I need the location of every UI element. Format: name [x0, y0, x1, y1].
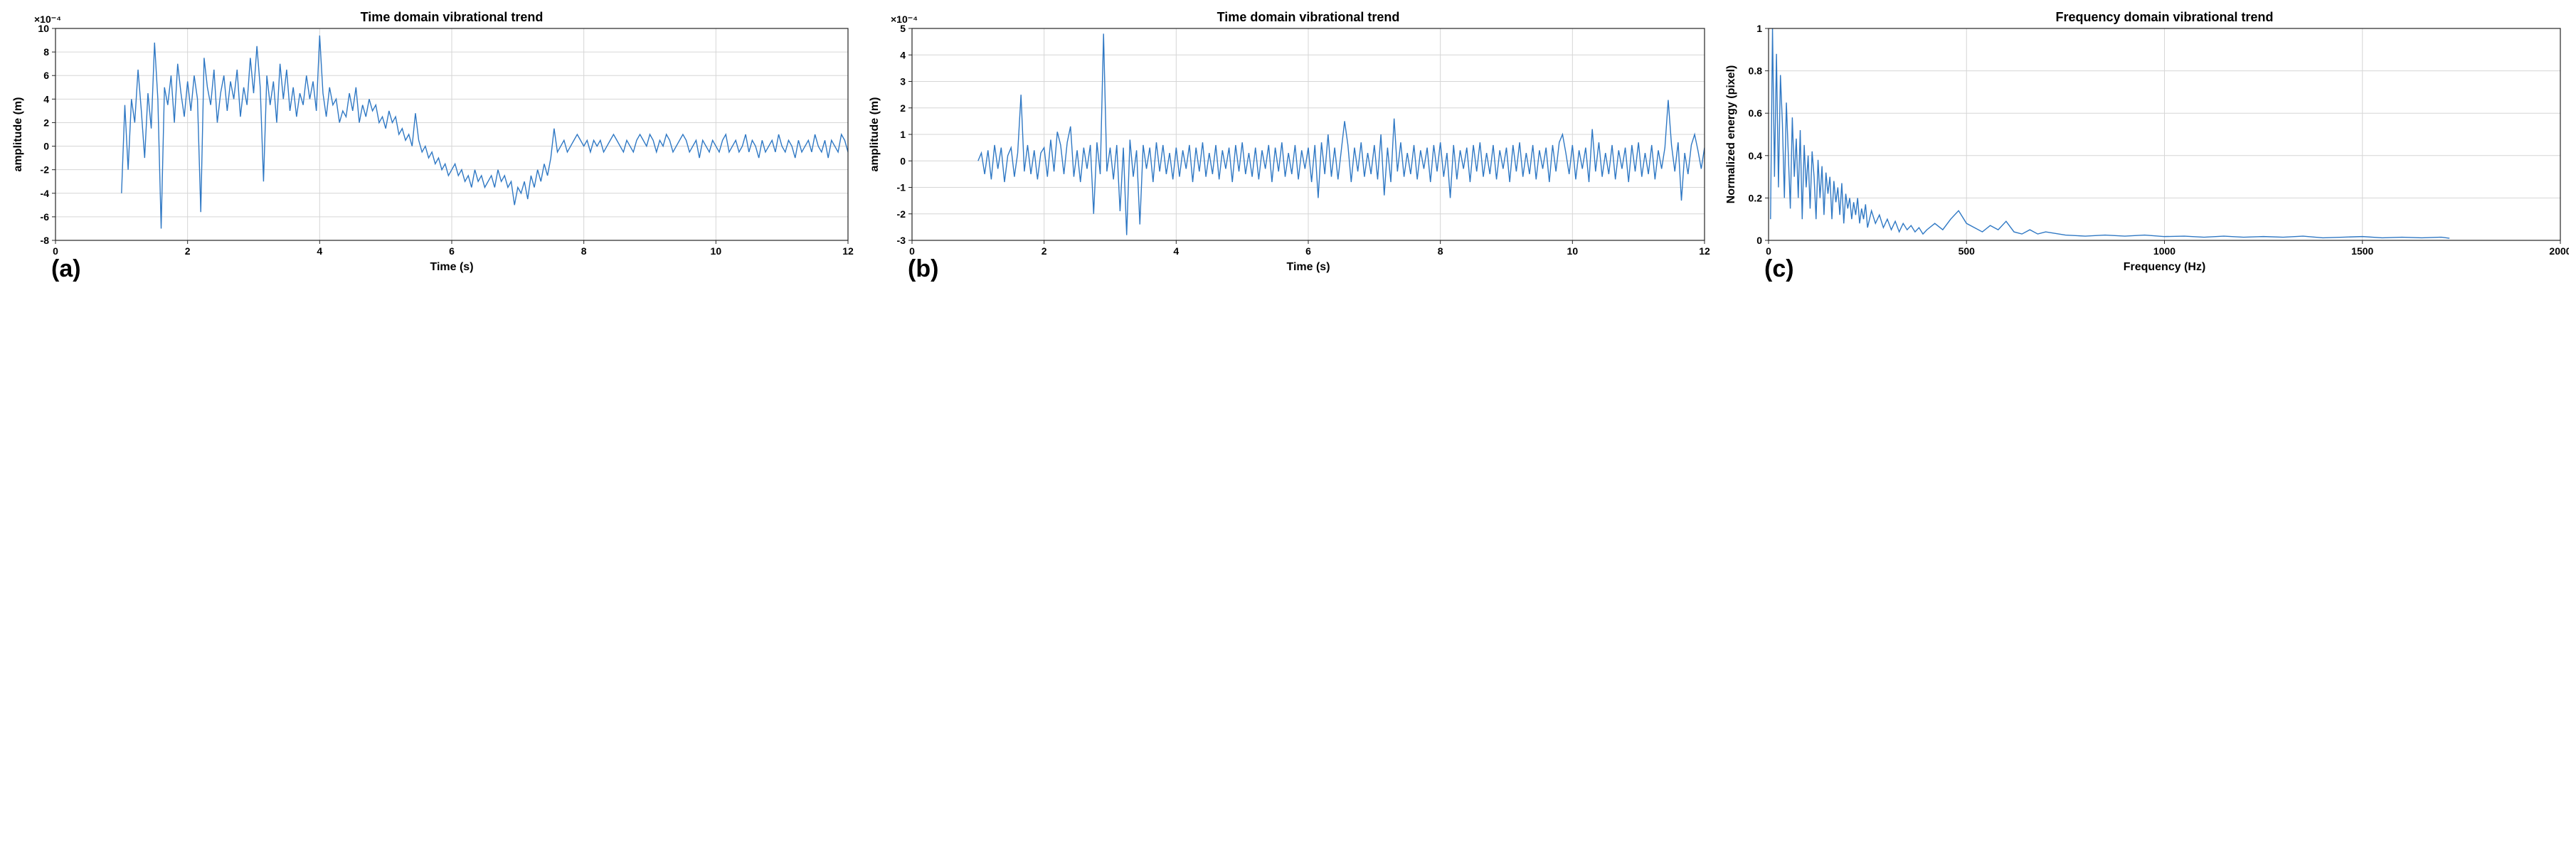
svg-text:Normalized energy (pixel): Normalized energy (pixel): [1725, 65, 1737, 204]
svg-text:×10⁻⁴: ×10⁻⁴: [34, 14, 61, 25]
svg-text:-8: -8: [41, 235, 50, 246]
svg-text:-1: -1: [897, 182, 906, 193]
svg-text:6: 6: [43, 70, 49, 81]
svg-text:3: 3: [900, 76, 906, 87]
svg-text:-2: -2: [41, 164, 50, 176]
svg-text:Frequency (Hz): Frequency (Hz): [2124, 261, 2206, 273]
svg-text:12: 12: [1699, 245, 1710, 257]
svg-text:4: 4: [317, 245, 322, 257]
svg-text:6: 6: [1305, 245, 1311, 257]
svg-text:Time domain vibrational trend: Time domain vibrational trend: [361, 10, 544, 24]
svg-text:0.2: 0.2: [1749, 192, 1763, 203]
svg-text:-3: -3: [897, 235, 906, 246]
svg-text:amplitude (m): amplitude (m): [12, 97, 24, 172]
svg-text:×10⁻⁴: ×10⁻⁴: [891, 14, 918, 25]
svg-text:6: 6: [449, 245, 455, 257]
chart-c: 0 500 1000 1500 2000 0 0.2 0.4 0.6 0.8 1 Frequency …: [1720, 7, 2569, 277]
svg-text:2: 2: [185, 245, 191, 257]
svg-text:0: 0: [43, 141, 49, 152]
svg-text:0: 0: [1766, 245, 1771, 257]
chart-panels: 024681012-8-6-4-20246810×10⁻⁴Time domain…: [7, 7, 2569, 277]
svg-text:0: 0: [53, 245, 58, 257]
svg-text:500: 500: [1958, 245, 1976, 257]
panel-c: 0 500 1000 1500 2000 0 0.2 0.4 0.6 0.8 1 Frequency …: [1720, 7, 2569, 277]
svg-text:-4: -4: [41, 188, 50, 199]
svg-text:amplitude (m): amplitude (m): [869, 97, 881, 172]
svg-text:-6: -6: [41, 211, 50, 223]
svg-text:1500: 1500: [2351, 245, 2373, 257]
panel-a: 024681012-8-6-4-20246810×10⁻⁴Time domain…: [7, 7, 857, 277]
svg-text:0.6: 0.6: [1749, 107, 1763, 119]
svg-text:0: 0: [1756, 235, 1762, 246]
svg-text:4: 4: [900, 49, 906, 60]
svg-text:10: 10: [1567, 245, 1579, 257]
svg-text:0: 0: [900, 155, 906, 166]
svg-text:2: 2: [900, 102, 906, 114]
svg-text:0: 0: [909, 245, 915, 257]
svg-text:8: 8: [43, 46, 49, 58]
svg-text:-2: -2: [897, 208, 906, 220]
svg-text:8: 8: [1438, 245, 1443, 257]
svg-text:2: 2: [43, 117, 49, 128]
svg-text:0.4: 0.4: [1749, 150, 1763, 161]
svg-text:10: 10: [711, 245, 722, 257]
svg-text:1: 1: [1756, 23, 1762, 34]
svg-text:Time (s): Time (s): [430, 261, 473, 273]
svg-text:12: 12: [842, 245, 854, 257]
svg-text:2000: 2000: [2549, 245, 2569, 257]
chart-b: 024681012-3-2-1012345×10⁻⁴Time domain vi…: [864, 7, 1713, 277]
svg-text:Time (s): Time (s): [1286, 261, 1330, 273]
svg-text:4: 4: [1173, 245, 1179, 257]
svg-text:0.8: 0.8: [1749, 65, 1763, 77]
svg-text:Frequency domain vibrational t: Frequency domain vibrational trend: [2055, 10, 2273, 24]
svg-text:1: 1: [900, 129, 906, 140]
svg-text:Time domain vibrational trend: Time domain vibrational trend: [1217, 10, 1400, 24]
svg-text:1000: 1000: [2153, 245, 2175, 257]
svg-text:4: 4: [43, 93, 49, 105]
svg-text:8: 8: [581, 245, 587, 257]
svg-text:2: 2: [1041, 245, 1047, 257]
panel-b: 024681012-3-2-1012345×10⁻⁴Time domain vi…: [864, 7, 1713, 277]
chart-a: 024681012-8-6-4-20246810×10⁻⁴Time domain…: [7, 7, 857, 277]
